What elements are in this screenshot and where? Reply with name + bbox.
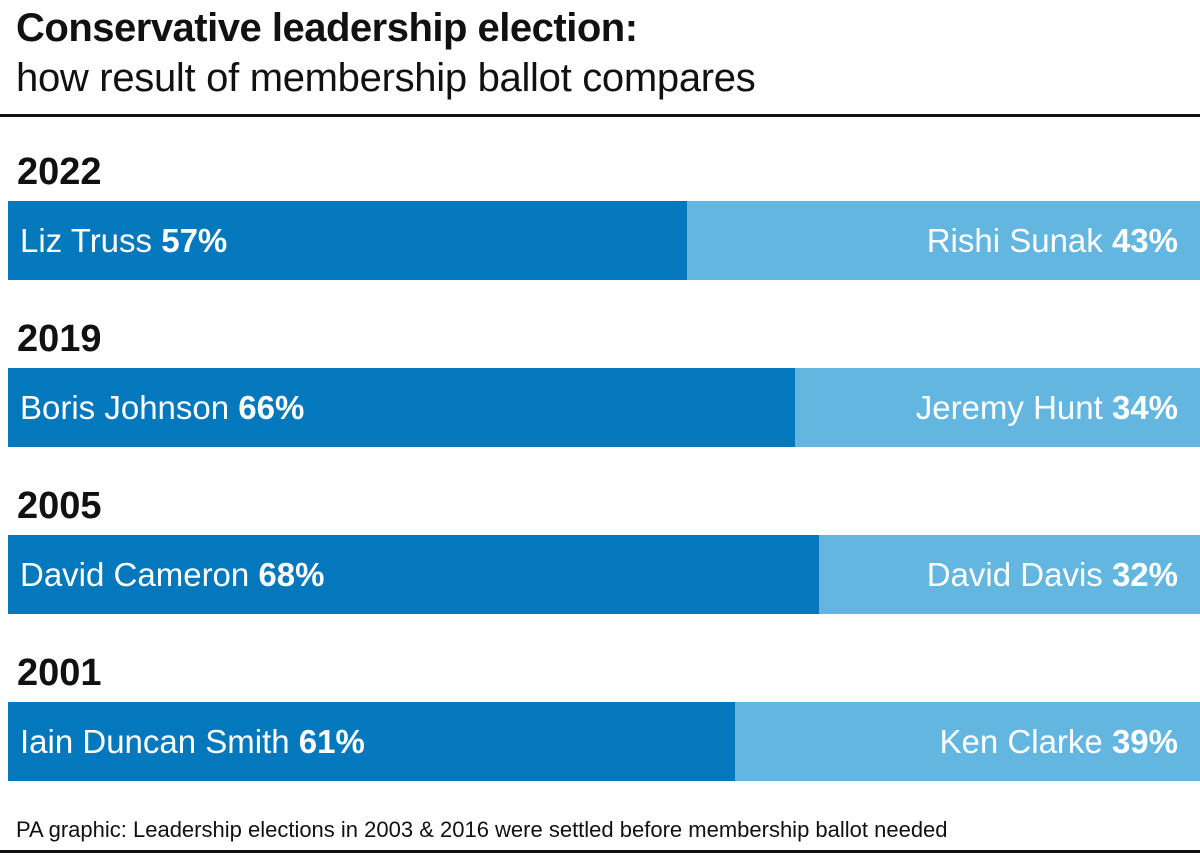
runner-up-name: Ken Clarke bbox=[939, 723, 1103, 760]
chart-title: Conservative leadership election: bbox=[16, 6, 638, 50]
runner-up-label: Jeremy Hunt 34% bbox=[916, 368, 1178, 447]
runner-up-percentage: 43% bbox=[1102, 222, 1178, 259]
runner-up-percentage: 32% bbox=[1102, 556, 1178, 593]
winner-percentage: 68% bbox=[249, 556, 325, 593]
footnote: PA graphic: Leadership elections in 2003… bbox=[16, 817, 948, 842]
year-label: 2001 bbox=[17, 652, 102, 694]
winner-label: Liz Truss 57% bbox=[20, 201, 227, 280]
winner-bar-segment bbox=[8, 702, 735, 781]
result-bar: Liz Truss 57% Rishi Sunak 43% bbox=[8, 201, 1200, 280]
result-bar: David Cameron 68% David Davis 32% bbox=[8, 535, 1200, 614]
chart-subtitle: how result of membership ballot compares bbox=[16, 56, 756, 100]
year-label: 2005 bbox=[17, 485, 102, 527]
top-rule bbox=[0, 114, 1200, 117]
winner-name: David Cameron bbox=[20, 556, 250, 593]
runner-up-percentage: 34% bbox=[1102, 389, 1178, 426]
runner-up-bar-segment bbox=[687, 201, 1200, 280]
runner-up-label: Rishi Sunak 43% bbox=[927, 201, 1178, 280]
runner-up-label: Ken Clarke 39% bbox=[940, 702, 1178, 781]
runner-up-bar-segment bbox=[819, 535, 1200, 614]
runner-up-label: David Davis 32% bbox=[927, 535, 1178, 614]
runner-up-percentage: 39% bbox=[1102, 723, 1178, 760]
winner-bar-segment bbox=[8, 201, 687, 280]
winner-name: Liz Truss bbox=[20, 222, 153, 259]
runner-up-name: David Davis bbox=[926, 556, 1103, 593]
winner-label: David Cameron 68% bbox=[20, 535, 324, 614]
winner-percentage: 66% bbox=[229, 389, 305, 426]
year-label: 2022 bbox=[17, 151, 102, 193]
year-label: 2019 bbox=[17, 318, 102, 360]
result-bar: Iain Duncan Smith 61% Ken Clarke 39% bbox=[8, 702, 1200, 781]
winner-bar-segment bbox=[8, 368, 795, 447]
runner-up-name: Jeremy Hunt bbox=[915, 389, 1103, 426]
runner-up-bar-segment bbox=[795, 368, 1200, 447]
winner-label: Boris Johnson 66% bbox=[20, 368, 304, 447]
winner-bar-segment bbox=[8, 535, 819, 614]
winner-name: Boris Johnson bbox=[20, 389, 230, 426]
winner-name: Iain Duncan Smith bbox=[20, 723, 290, 760]
runner-up-name: Rishi Sunak bbox=[926, 222, 1103, 259]
winner-percentage: 57% bbox=[152, 222, 228, 259]
bottom-rule bbox=[0, 850, 1200, 853]
winner-percentage: 61% bbox=[289, 723, 365, 760]
runner-up-bar-segment bbox=[735, 702, 1200, 781]
result-bar: Boris Johnson 66% Jeremy Hunt 34% bbox=[8, 368, 1200, 447]
winner-label: Iain Duncan Smith 61% bbox=[20, 702, 365, 781]
